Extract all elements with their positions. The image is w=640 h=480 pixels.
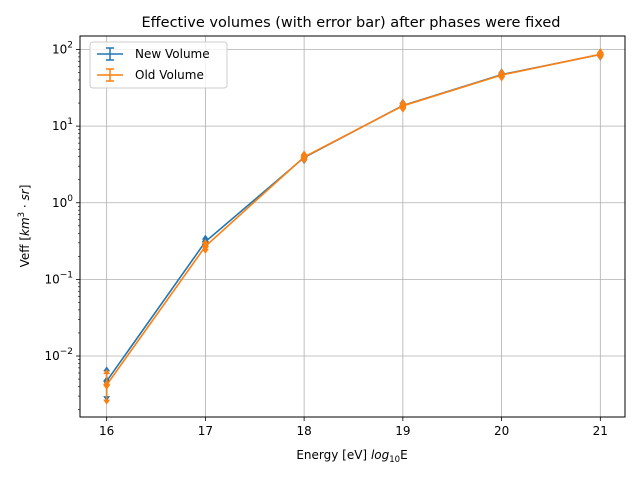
y-tick-label: 10−2 bbox=[44, 347, 73, 363]
chart-title: Effective volumes (with error bar) after… bbox=[142, 15, 561, 31]
y-tick-label: 10−1 bbox=[44, 270, 73, 286]
legend-item-new-volume: New Volume bbox=[97, 47, 210, 61]
data-point bbox=[103, 379, 111, 390]
legend-item-old-volume: Old Volume bbox=[97, 68, 204, 82]
y-axis-label: Veff [km3 · sr] bbox=[17, 185, 32, 268]
x-axis: 16 17 18 19 20 21 bbox=[99, 417, 608, 438]
error-cap-lower bbox=[201, 248, 209, 254]
error-cap-lower bbox=[103, 399, 111, 405]
plot-frame bbox=[79, 35, 626, 418]
legend-label-new-volume: New Volume bbox=[135, 47, 210, 61]
legend: New Volume Old Volume bbox=[89, 41, 228, 89]
legend-label-old-volume: Old Volume bbox=[135, 68, 204, 82]
data-point bbox=[300, 152, 308, 163]
x-tick-label: 20 bbox=[494, 424, 509, 438]
grid bbox=[80, 36, 625, 417]
error-cap-upper bbox=[103, 366, 111, 372]
y-tick-label: 101 bbox=[52, 117, 73, 133]
x-tick-label: 18 bbox=[296, 424, 311, 438]
y-tick-label: 102 bbox=[52, 40, 73, 56]
y-tick-label: 100 bbox=[52, 194, 73, 210]
data-point bbox=[399, 100, 407, 111]
x-tick-label: 21 bbox=[593, 424, 608, 438]
x-tick-label: 19 bbox=[395, 424, 410, 438]
y-axis: 10−2 10−1 100 101 102 bbox=[44, 40, 80, 410]
data-point bbox=[596, 49, 604, 60]
series-line bbox=[106, 53, 601, 386]
legend-box bbox=[89, 41, 228, 89]
error-cap-upper bbox=[103, 369, 111, 375]
x-tick-label: 16 bbox=[99, 424, 114, 438]
x-tick-label: 17 bbox=[198, 424, 213, 438]
series-layer bbox=[103, 48, 604, 405]
x-axis-label: Energy [eV] log10E bbox=[296, 448, 407, 465]
series-old-volume bbox=[103, 48, 604, 405]
data-point bbox=[498, 69, 506, 80]
data-point bbox=[201, 241, 209, 252]
